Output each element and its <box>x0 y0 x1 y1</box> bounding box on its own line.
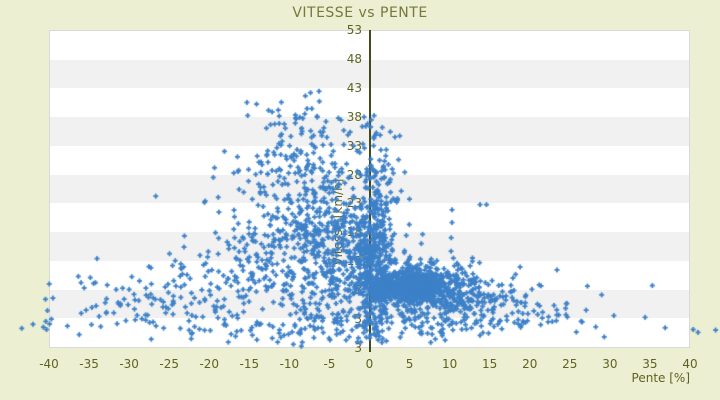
x-tick-label: 40 <box>682 357 698 371</box>
x-tick-label: 25 <box>562 357 578 371</box>
x-tick-label: 10 <box>441 357 458 371</box>
x-axis-title: Pente [%] <box>631 371 690 385</box>
x-tick-label: 15 <box>482 357 498 371</box>
x-tick-label: -35 <box>79 357 99 371</box>
x-tick-label: 5 <box>405 357 414 371</box>
y-tick-label: 3 <box>354 312 362 327</box>
y-tick-label: 3 <box>354 341 362 355</box>
x-tick-label: -40 <box>39 357 59 371</box>
x-tick-label: 20 <box>522 357 538 371</box>
x-tick-label: -30 <box>119 357 139 371</box>
x-tick-label: -10 <box>279 357 300 371</box>
y-tick-label: 48 <box>346 51 362 66</box>
chart-title: VITESSE vs PENTE <box>292 5 428 21</box>
x-tick-label: -20 <box>199 357 220 371</box>
y-axis-title: Vitesse [km/h] <box>331 178 345 266</box>
zero-axis-line <box>368 30 371 352</box>
y-tick-label: 8 <box>354 283 362 298</box>
x-tick-label: 0 <box>365 357 374 371</box>
y-tick-label: 33 <box>346 138 362 153</box>
x-tick-label: 30 <box>602 357 618 371</box>
x-tick-label: -5 <box>323 357 336 371</box>
y-tick-label: 43 <box>346 80 362 95</box>
x-tick-label: 35 <box>642 357 658 371</box>
x-tick-label: -25 <box>159 357 179 371</box>
y-tick-label: 53 <box>346 23 362 37</box>
y-tick-label: 38 <box>346 109 362 124</box>
x-tick-label: -15 <box>239 357 260 371</box>
